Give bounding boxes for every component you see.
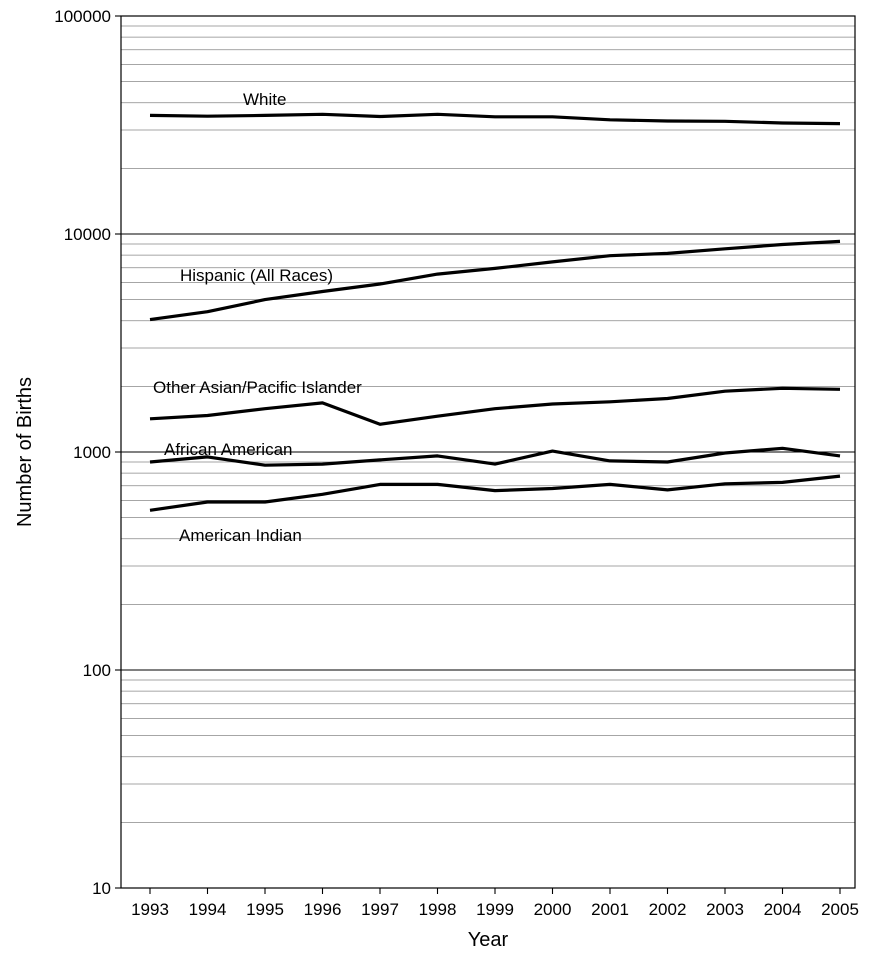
x-axis-title: Year xyxy=(468,929,509,951)
y-tick-label: 100 xyxy=(83,661,111,680)
y-tick-label: 10000 xyxy=(64,225,111,244)
x-tick-label: 2003 xyxy=(706,900,744,919)
series-line-1 xyxy=(149,239,841,322)
series-label-3: African American xyxy=(164,440,293,459)
series-line-4 xyxy=(149,474,841,512)
series-lines xyxy=(149,112,841,512)
x-tick-label: 1994 xyxy=(189,900,227,919)
x-tick-label: 1997 xyxy=(361,900,399,919)
series-labels: White Hispanic (All Races) Other Asian/Pac… xyxy=(153,90,362,545)
x-tick-label: 1993 xyxy=(131,900,169,919)
y-tick-label: 100000 xyxy=(54,7,111,26)
x-tick-label: 2000 xyxy=(534,900,572,919)
series-label-2: Other Asian/Pacific Islander xyxy=(153,378,362,397)
series-label-1: Hispanic (All Races) xyxy=(180,266,333,285)
x-tick-label: 2004 xyxy=(764,900,802,919)
x-tick-label: 2005 xyxy=(821,900,859,919)
y-tick-label: 1000 xyxy=(73,443,111,462)
x-tick-label: 2002 xyxy=(649,900,687,919)
x-tick-label: 1998 xyxy=(419,900,457,919)
x-tick-label: 1999 xyxy=(476,900,514,919)
x-tick-label: 1995 xyxy=(246,900,284,919)
series-label-0: White xyxy=(243,90,286,109)
y-axis-title: Number of Births xyxy=(14,377,36,527)
series-line-3 xyxy=(149,446,841,467)
x-tick-label: 1996 xyxy=(304,900,342,919)
grid xyxy=(121,15,855,889)
x-axis-ticks: 1993 1994 1995 1996 1997 1998 1999 2000 2001 2002… xyxy=(131,888,859,919)
y-axis-ticks: 10 100 1000 10000 100000 xyxy=(54,7,121,898)
y-tick-label: 10 xyxy=(92,879,111,898)
series-line-2 xyxy=(149,386,841,426)
series-line-0 xyxy=(149,112,841,126)
x-tick-label: 2001 xyxy=(591,900,629,919)
series-label-4: American Indian xyxy=(179,526,302,545)
